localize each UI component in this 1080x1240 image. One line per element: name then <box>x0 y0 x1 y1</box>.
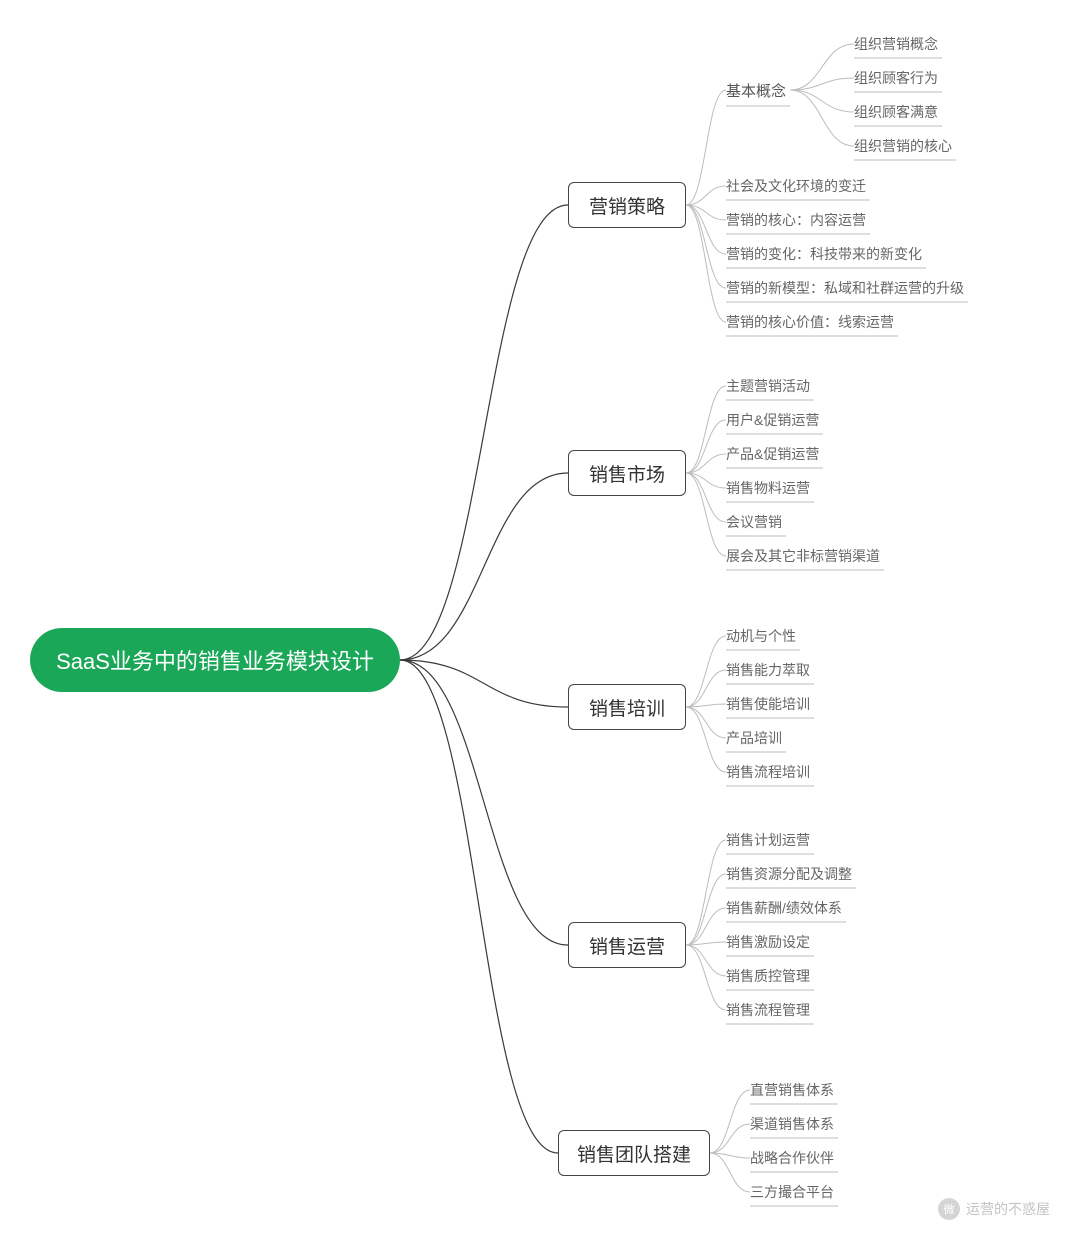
branch-sales-training: 销售培训 <box>568 684 686 730</box>
leaf-channel-sales-system: 渠道销售体系 <box>750 1110 834 1138</box>
leaf-product-promo-ops: 产品&促销运营 <box>726 440 819 468</box>
branch-sales-operations: 销售运营 <box>568 922 686 968</box>
leaf-marketing-core-value: 营销的核心价值：线索运营 <box>726 308 894 336</box>
leaf-sales-material-ops: 销售物料运营 <box>726 474 810 502</box>
leaf-org-marketing-concept: 组织营销概念 <box>854 30 938 58</box>
leaf-user-promo-ops: 用户&促销运营 <box>726 406 819 434</box>
sub-branch-basic-concepts: 基本概念 <box>726 74 786 106</box>
leaf-org-customer-satisfaction: 组织顾客满意 <box>854 98 938 126</box>
leaf-third-party-platforms: 三方撮合平台 <box>750 1178 834 1206</box>
leaf-social-cultural-changes: 社会及文化环境的变迁 <box>726 172 866 200</box>
leaf-theme-marketing: 主题营销活动 <box>726 372 810 400</box>
root-node: SaaS业务中的销售业务模块设计 <box>30 628 400 692</box>
leaf-direct-sales-system: 直营销售体系 <box>750 1076 834 1104</box>
leaf-sales-quality-control: 销售质控管理 <box>726 962 810 990</box>
connector-layer <box>0 0 1080 1240</box>
leaf-sales-compensation: 销售薪酬/绩效体系 <box>726 894 842 922</box>
leaf-sales-plan-ops: 销售计划运营 <box>726 826 810 854</box>
leaf-sales-process-training: 销售流程培训 <box>726 758 810 786</box>
leaf-sales-incentive: 销售激励设定 <box>726 928 810 956</box>
leaf-sales-resource-alloc: 销售资源分配及调整 <box>726 860 852 888</box>
leaf-marketing-core-content: 营销的核心：内容运营 <box>726 206 866 234</box>
watermark-text: 运营的不惑屋 <box>966 1199 1050 1219</box>
leaf-meeting-marketing: 会议营销 <box>726 508 782 536</box>
leaf-exhibition-channels: 展会及其它非标营销渠道 <box>726 542 880 570</box>
leaf-strategic-partners: 战略合作伙伴 <box>750 1144 834 1172</box>
wechat-icon: 微 <box>938 1198 960 1220</box>
leaf-org-customer-behavior: 组织顾客行为 <box>854 64 938 92</box>
branch-sales-team-building: 销售团队搭建 <box>558 1130 710 1176</box>
leaf-marketing-tech-changes: 营销的变化：科技带来的新变化 <box>726 240 922 268</box>
leaf-product-training: 产品培训 <box>726 724 782 752</box>
branch-sales-market: 销售市场 <box>568 450 686 496</box>
watermark: 微 运营的不惑屋 <box>938 1198 1050 1220</box>
leaf-sales-ability-extract: 销售能力萃取 <box>726 656 810 684</box>
leaf-sales-enablement-training: 销售使能培训 <box>726 690 810 718</box>
leaf-sales-process-mgmt: 销售流程管理 <box>726 996 810 1024</box>
branch-marketing-strategy: 营销策略 <box>568 182 686 228</box>
leaf-motivation-personality: 动机与个性 <box>726 622 796 650</box>
leaf-org-marketing-core: 组织营销的核心 <box>854 132 952 160</box>
leaf-marketing-new-model: 营销的新模型：私域和社群运营的升级 <box>726 274 964 302</box>
